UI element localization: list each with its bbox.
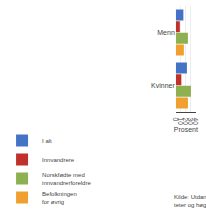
svg-text:Kvinner: Kvinner bbox=[151, 82, 175, 89]
svg-text:Menn: Menn bbox=[157, 29, 175, 36]
svg-text:Innvandrere: Innvandrere bbox=[42, 157, 75, 163]
svg-text:Befolkningenfor øvrig: Befolkningenfor øvrig bbox=[42, 191, 77, 205]
svg-text:40: 40 bbox=[192, 118, 199, 126]
svg-text:20: 20 bbox=[182, 118, 189, 126]
svg-text:I alt: I alt bbox=[42, 138, 52, 144]
svg-text:30: 30 bbox=[187, 118, 194, 126]
svg-text:0: 0 bbox=[172, 118, 179, 122]
svg-text:Prosent: Prosent bbox=[174, 126, 198, 133]
svg-text:Kilde: Utdanningsstatistikk, s: Kilde: Utdanningsstatistikk, studenter v… bbox=[174, 194, 206, 208]
svg-text:Norskfødte medinnvandrerforeld: Norskfødte medinnvandrerforeldre bbox=[42, 172, 91, 186]
svg-text:10: 10 bbox=[177, 118, 184, 126]
